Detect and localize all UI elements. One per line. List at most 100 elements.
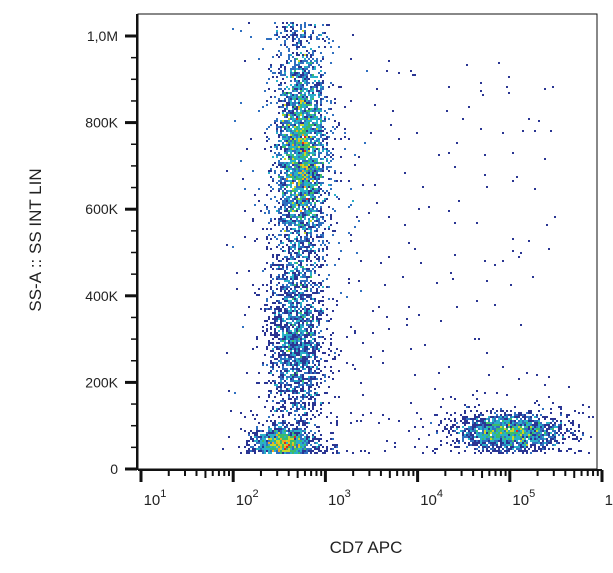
density-dot [340,180,342,182]
density-dot [290,432,292,434]
density-dot [314,112,316,114]
density-dot [284,348,286,350]
density-dot [506,410,508,412]
density-dot [484,422,486,424]
density-dot [528,434,530,436]
density-dot [318,394,320,396]
density-dot [270,70,272,72]
density-dot [286,442,288,444]
density-dot [244,60,246,62]
density-dot [318,344,320,346]
density-dot [316,168,318,170]
density-dot [310,216,312,218]
density-dot [302,294,304,296]
density-dot [300,324,302,326]
density-dot [486,436,488,438]
density-dot [294,352,296,354]
density-dot [308,94,310,96]
density-dot [472,428,474,430]
density-dot [304,312,306,314]
density-dot [296,168,298,170]
density-dot [298,192,300,194]
density-dot [298,172,300,174]
density-dot [276,430,278,432]
density-dot [478,450,480,452]
density-dot [294,358,296,360]
density-dot [282,274,284,276]
density-dot [306,412,308,414]
density-dot [292,396,294,398]
density-dot [282,420,284,422]
density-dot [546,424,548,426]
density-dot [432,450,434,452]
density-dot [332,40,334,42]
density-dot [306,354,308,356]
density-dot [310,60,312,62]
density-dot [538,426,540,428]
density-dot [298,224,300,226]
density-dot [304,124,306,126]
density-dot [478,420,480,422]
density-dot [314,164,316,166]
density-dot [276,144,278,146]
density-dot [292,306,294,308]
density-dot [306,366,308,368]
density-dot [314,436,316,438]
density-dot [316,292,318,294]
density-dot [306,142,308,144]
density-dot [310,236,312,238]
density-dot [532,450,534,452]
density-dot [276,432,278,434]
density-dot [308,254,310,256]
density-dot [318,292,320,294]
density-dot [290,264,292,266]
density-dot [298,174,300,176]
density-dot [314,204,316,206]
density-dot [280,184,282,186]
density-dot [300,236,302,238]
density-dot [290,232,292,234]
density-dot [278,408,280,410]
density-dot [300,200,302,202]
density-dot [254,450,256,452]
density-dot [510,440,512,442]
density-dot [280,180,282,182]
density-dot [308,242,310,244]
density-dot [272,364,274,366]
density-dot [312,186,314,188]
density-dot [278,452,280,454]
density-dot [278,316,280,318]
density-dot [544,434,546,436]
density-dot [300,378,302,380]
density-dot [310,352,312,354]
density-dot [310,316,312,318]
density-dot [564,424,566,426]
density-dot [298,164,300,166]
density-dot [294,152,296,154]
density-dot [360,420,362,422]
density-dot [312,198,314,200]
density-dot [296,278,298,280]
density-dot [276,300,278,302]
density-dot [300,260,302,262]
density-dot [314,220,316,222]
density-dot [290,354,292,356]
density-dot [278,338,280,340]
density-dot [314,154,316,156]
density-dot [298,420,300,422]
density-dot [282,400,284,402]
density-dot [302,90,304,92]
density-dot [290,114,292,116]
density-dot [518,430,520,432]
density-dot [302,30,304,32]
density-dot [520,434,522,436]
density-dot [302,212,304,214]
density-dot [312,342,314,344]
density-dot [300,320,302,322]
density-dot [278,440,280,442]
density-dot [302,100,304,102]
density-dot [316,148,318,150]
density-dot [316,82,318,84]
density-dot [312,128,314,130]
density-dot [312,52,314,54]
